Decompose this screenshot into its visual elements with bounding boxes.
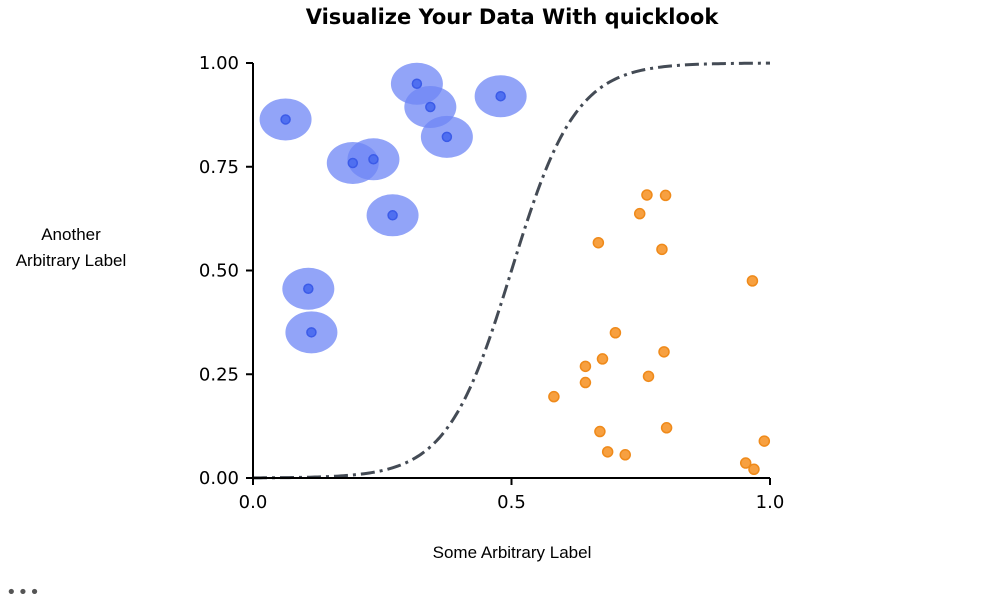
- orange-point: [594, 425, 606, 438]
- y-tick-label: 0.75: [199, 157, 239, 178]
- halo-layer: [259, 62, 527, 354]
- blue-point: [495, 90, 506, 102]
- orange-point: [660, 422, 673, 434]
- orange-point: [758, 435, 771, 447]
- blue-point: [368, 154, 379, 165]
- chart-title: Visualize Your Data With quicklook: [305, 5, 719, 29]
- blue-point: [441, 131, 453, 143]
- x-tick-label: 1.0: [756, 492, 785, 513]
- orange-point: [601, 446, 614, 458]
- y-axis-label-line-1: Another: [41, 225, 101, 244]
- orange-point: [609, 327, 622, 339]
- sigmoid-curve: [252, 61, 771, 480]
- orange-point: [579, 376, 592, 389]
- orange-point: [641, 189, 653, 201]
- blue-point: [411, 78, 423, 89]
- orange-point: [656, 243, 668, 256]
- y-tick-label: 0.50: [199, 261, 239, 282]
- orange-point: [659, 189, 672, 202]
- orange-point: [633, 207, 646, 220]
- curve-layer: [252, 61, 771, 480]
- x-axis-label: Some Arbitrary Label: [432, 543, 592, 562]
- orange-point: [746, 275, 759, 287]
- orange-point: [548, 390, 560, 403]
- axis-layer: 0.0 0.5 1.0 0.00 0.25 0.50 0.75 1.00: [199, 53, 784, 513]
- orange-point: [619, 449, 631, 461]
- blue-point: [306, 327, 317, 338]
- y-axis-label: Another Arbitrary Label: [0, 222, 142, 274]
- more-options-icon[interactable]: •••: [6, 582, 41, 603]
- x-tick-label: 0.5: [497, 492, 526, 513]
- y-tick-label: 1.00: [199, 53, 239, 74]
- y-axis-label-line-2: Arbitrary Label: [15, 251, 127, 270]
- orange-point: [592, 236, 605, 249]
- orange-point: [642, 370, 655, 383]
- y-tick-label: 0.00: [199, 468, 239, 489]
- orange-point: [658, 346, 670, 358]
- blue-point: [387, 210, 398, 221]
- orange-point: [739, 457, 752, 469]
- orange-point: [579, 360, 592, 373]
- blue-point: [303, 283, 314, 295]
- point-layer: [280, 78, 771, 476]
- x-tick-label: 0.0: [239, 492, 268, 513]
- orange-point: [748, 463, 760, 476]
- blue-point: [280, 114, 291, 125]
- blue-point: [347, 157, 359, 169]
- orange-point: [596, 353, 609, 365]
- blue-point: [425, 101, 436, 113]
- y-tick-label: 0.25: [199, 364, 239, 385]
